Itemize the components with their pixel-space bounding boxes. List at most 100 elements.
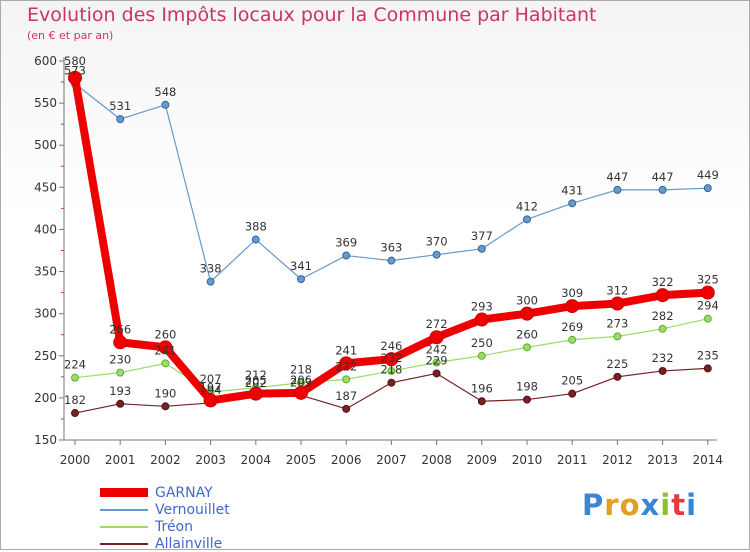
legend-item-vernouillet[interactable]: Vernouillet	[100, 501, 230, 518]
data-label-treon: 273	[606, 316, 628, 330]
data-label-treon: 242	[426, 343, 448, 357]
data-label-allainville: 193	[109, 384, 131, 398]
data-label-vernouillet: 431	[561, 183, 583, 197]
data-label-allainville: 196	[471, 381, 493, 395]
x-tick-label: 2001	[105, 453, 136, 467]
data-label-allainville: 205	[561, 374, 583, 388]
y-tick-label: 500	[34, 138, 57, 152]
y-tick-label: 550	[34, 96, 57, 110]
data-label-garnay: 272	[426, 317, 448, 331]
data-label-garnay: 197	[200, 380, 222, 394]
legend-item-allainville[interactable]: Allainville	[100, 535, 230, 552]
data-label-garnay: 293	[471, 300, 493, 314]
data-point-garnay	[520, 306, 534, 321]
chart-subtitle: (en € et par an)	[27, 29, 114, 42]
data-point-allainville	[387, 378, 396, 387]
legend-item-garnay[interactable]: GARNAY	[100, 484, 230, 501]
chart-title: Evolution des Impôts locaux pour la Comm…	[27, 4, 597, 26]
data-point-garnay	[339, 356, 354, 371]
data-point-allainville	[116, 399, 125, 408]
x-tick-label: 2002	[150, 453, 181, 467]
data-point-allainville	[703, 364, 712, 373]
data-label-garnay: 206	[290, 373, 312, 387]
data-label-treon: 230	[109, 353, 131, 367]
data-point-garnay	[655, 288, 670, 303]
data-point-garnay	[158, 340, 173, 355]
data-label-vernouillet: 573	[64, 64, 86, 78]
data-label-treon: 250	[471, 336, 493, 350]
chart-axes: 150 200 250 300 350 400 450 500 550 600 2000 2001 20…	[34, 54, 723, 467]
data-point-vernouillet	[206, 277, 215, 286]
data-label-vernouillet: 341	[290, 259, 312, 273]
data-label-treon: 260	[516, 327, 538, 341]
logo-letter: o	[619, 488, 641, 522]
data-point-vernouillet	[387, 256, 396, 265]
x-tick-label: 2003	[195, 453, 226, 467]
x-tick-label: 2007	[376, 453, 407, 467]
data-point-vernouillet	[161, 100, 170, 109]
legend-label-treon: Tréon	[155, 518, 193, 535]
data-point-garnay	[565, 299, 580, 314]
data-label-treon: 224	[64, 358, 86, 372]
data-label-treon: 207	[200, 372, 222, 386]
x-tick-label: 2013	[647, 453, 678, 467]
data-point-garnay	[113, 335, 128, 350]
data-point-vernouillet	[116, 115, 125, 124]
data-label-garnay: 246	[380, 339, 402, 353]
legend-swatch-allainville	[100, 542, 148, 545]
data-label-allainville: 232	[652, 351, 674, 365]
data-label-allainville: 182	[64, 393, 86, 407]
data-label-vernouillet: 377	[471, 229, 493, 243]
data-point-treon	[71, 373, 79, 382]
data-point-vernouillet	[658, 185, 667, 194]
y-tick-label: 250	[34, 349, 57, 363]
legend-swatch-treon	[100, 525, 148, 528]
data-point-vernouillet	[251, 235, 260, 244]
data-labels: 182 193 190 194 202 203 187 218 229 196 198 205 225 2…	[64, 54, 719, 407]
data-label-vernouillet: 447	[606, 170, 628, 184]
data-point-garnay	[429, 330, 444, 345]
data-label-allainville: 194	[200, 383, 222, 397]
proxiti-logo: Proxiti	[582, 488, 697, 522]
x-tick-label: 2012	[602, 453, 633, 467]
data-label-garnay: 312	[606, 284, 628, 298]
data-point-vernouillet	[342, 251, 351, 260]
data-label-garnay: 300	[516, 294, 538, 308]
data-point-garnay	[248, 386, 263, 401]
data-point-allainville	[477, 397, 486, 406]
legend-label-vernouillet: Vernouillet	[155, 501, 230, 518]
data-label-allainville: 235	[697, 348, 719, 362]
data-point-allainville	[161, 402, 170, 411]
data-point-treon	[161, 359, 170, 368]
data-point-allainville	[342, 404, 351, 413]
data-point-treon	[523, 343, 531, 352]
data-point-treon	[703, 314, 712, 323]
y-tick-label: 150	[34, 433, 57, 447]
data-label-treon: 222	[335, 359, 357, 373]
data-label-vernouillet: 388	[245, 220, 267, 234]
data-label-treon: 212	[245, 368, 267, 382]
data-point-garnay	[294, 385, 308, 400]
data-point-allainville	[71, 409, 79, 418]
data-point-treon	[387, 366, 396, 375]
data-label-vernouillet: 370	[426, 235, 448, 249]
data-point-garnay	[384, 352, 399, 367]
data-label-treon: 269	[561, 320, 583, 334]
x-tick-label: 2009	[467, 453, 498, 467]
data-label-vernouillet: 531	[109, 99, 131, 113]
logo-letter: P	[582, 488, 605, 522]
x-tick-label: 2011	[557, 453, 588, 467]
data-label-garnay: 266	[109, 322, 131, 336]
data-label-allainville: 218	[380, 363, 402, 377]
legend-item-treon[interactable]: Tréon	[100, 518, 230, 535]
x-tick-label: 2004	[241, 453, 272, 467]
data-label-garnay: 260	[154, 327, 176, 341]
data-point-allainville	[523, 395, 531, 404]
data-label-garnay: 309	[561, 286, 583, 300]
y-tick-label: 600	[34, 54, 57, 68]
x-tick-label: 2000	[60, 453, 91, 467]
data-label-vernouillet: 363	[380, 241, 402, 255]
data-label-treon: 232	[380, 351, 402, 365]
data-label-garnay: 580	[64, 54, 86, 68]
